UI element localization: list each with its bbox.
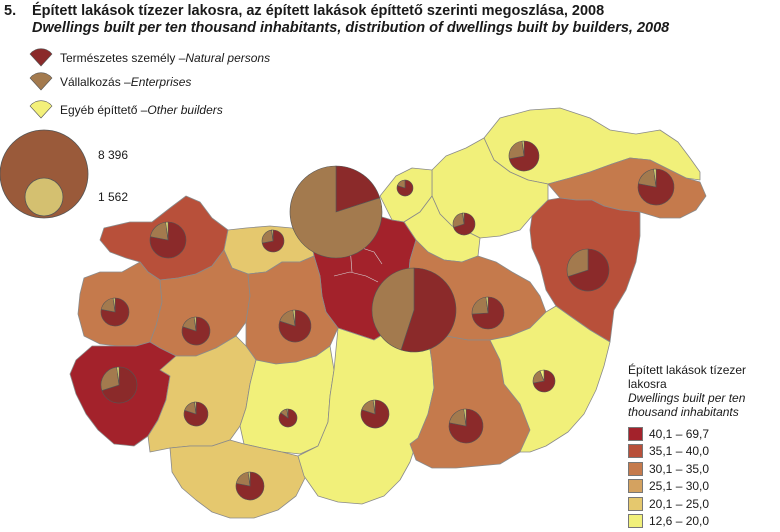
pie-szabolcs-west (508, 140, 540, 172)
pie-slice-natural-icon (29, 48, 53, 67)
pie-somogy-slice-other (194, 401, 197, 415)
pie-gyor-slice-other (165, 221, 169, 241)
pie-heves-slice-other (462, 212, 465, 225)
size-legend-large-circle (0, 129, 89, 219)
pie-fejer-slice-other (292, 309, 296, 327)
pie-hajdu-slice-natural (567, 248, 610, 292)
pie-legend-natural-en: Natural persons (185, 51, 271, 65)
pie-zala-slice-enterprise (100, 366, 120, 391)
pie-pest-slice-natural (400, 267, 457, 353)
pie-heves (452, 212, 476, 236)
legend-class-3: 30,1 – 35,0 (628, 460, 778, 478)
pie-veszprem-slice-other (193, 316, 197, 332)
pie-bacs-slice-other (372, 399, 376, 415)
pie-tolna-slice-other (286, 408, 289, 419)
title-english: Dwellings built per ten thousand inhabit… (32, 20, 670, 36)
pie-baranya (235, 471, 265, 501)
choropleth-legend: Épített lakások tízezer lakosra Dwelling… (628, 363, 778, 530)
pie-budapest (289, 165, 383, 259)
legend-title-hu: Épített lakások tízezer lakosra (628, 363, 747, 391)
pie-nograd-slice-enterprise (397, 179, 406, 189)
pie-vas-slice-other (112, 297, 116, 313)
pie-szatmar-slice-other (653, 168, 657, 188)
pie-bacs (360, 399, 390, 429)
pie-tolna (278, 408, 298, 428)
pie-csongrad (448, 408, 484, 444)
size-legend-large-label: 8 396 (98, 148, 129, 162)
pie-zala (100, 366, 138, 404)
pie-budapest-slice-enterprise (289, 165, 383, 259)
legend-class-4: 25,1 – 30,0 (628, 478, 778, 496)
pie-nograd-slice-natural (396, 179, 414, 197)
pie-vas-slice-natural (100, 297, 130, 327)
pie-vas (100, 297, 130, 327)
legend-class-label: 40,1 – 69,7 (649, 426, 710, 441)
legend-swatch (628, 444, 643, 459)
pie-baranya-slice-natural (235, 471, 265, 501)
pie-csongrad-slice-other (463, 408, 467, 427)
pie-slice-enterprise-icon (29, 72, 53, 91)
pie-charts (100, 140, 675, 501)
legend-swatch (628, 514, 643, 529)
pie-bekes (532, 369, 556, 393)
pie-somogy (183, 401, 209, 427)
pie-szabolcs-west-slice-other (521, 140, 525, 157)
pie-zala-slice-other (116, 366, 120, 386)
pie-legend-natural: Természetes személy – Natural persons (28, 46, 270, 70)
size-legend-small-circle (24, 177, 64, 217)
legend-class-label: 20,1 – 25,0 (649, 496, 710, 511)
legend-class-2: 35,1 – 40,0 (628, 443, 778, 461)
pie-budapest-slice-natural (335, 165, 381, 213)
pie-szatmar (637, 168, 675, 206)
pie-legend-other-en: Other builders (147, 103, 223, 117)
legend-swatch (628, 461, 643, 476)
pie-legend-natural-hu: Természetes személy – (60, 51, 186, 65)
figure-number: 5. (4, 3, 17, 19)
legend-class-label: 25,1 – 30,0 (649, 479, 710, 494)
size-legend (0, 129, 89, 219)
pie-gyor (149, 221, 187, 259)
pie-szolnok (471, 296, 505, 330)
pie-hajdu-slice-enterprise (566, 248, 589, 277)
pie-legend-other: Egyéb építtető – Other builders (28, 98, 223, 122)
legend-title-en: Dwellings built per ten thousand inhabit… (628, 391, 746, 419)
legend-class-label: 35,1 – 40,0 (649, 444, 710, 459)
pie-szolnok-slice-other (485, 296, 489, 314)
pie-slice-other-icon (29, 100, 53, 119)
pie-komarom (261, 229, 285, 253)
legend-classes: 40,1 – 69,7 35,1 – 40,0 30,1 – 35,0 25,1… (628, 425, 778, 530)
pie-pest-slice-enterprise (371, 267, 415, 351)
legend-class-5: 20,1 – 25,0 (628, 495, 778, 513)
title-hungarian: Épített lakások tízezer lakosra, az épít… (32, 3, 605, 19)
pie-zala-slice-natural (101, 366, 138, 404)
pie-nograd (396, 179, 414, 197)
pie-legend-enterprise-en: Enterprises (130, 75, 192, 89)
legend-class-6: 12,6 – 20,0 (628, 513, 778, 531)
pie-komarom-slice-other (271, 229, 274, 242)
pie-legend-other-hu: Egyéb építtető – (60, 103, 148, 117)
pie-veszprem (181, 316, 211, 346)
pie-bekes-slice-other (539, 369, 545, 382)
size-legend-small-label: 1 562 (98, 190, 129, 204)
pie-pest (371, 267, 457, 353)
legend-swatch (628, 426, 643, 441)
pie-legend-enterprise: Vállalkozás – Enterprises (28, 70, 191, 94)
legend-class-1: 40,1 – 69,7 (628, 425, 778, 443)
legend-swatch (628, 496, 643, 511)
pie-legend-enterprise-hu: Vállalkozás – (60, 75, 131, 89)
county-veszprem (149, 249, 251, 357)
pie-baranya-slice-other (247, 471, 251, 487)
map-title-hu: 5. Épített lakások tízezer lakosra, az ép… (4, 2, 604, 20)
pie-fejer (278, 309, 312, 343)
legend-swatch (628, 479, 643, 494)
pie-hajdu (566, 248, 610, 292)
legend-class-label: 12,6 – 20,0 (649, 514, 710, 529)
legend-class-label: 30,1 – 35,0 (649, 461, 710, 476)
county-somogy (147, 335, 257, 453)
